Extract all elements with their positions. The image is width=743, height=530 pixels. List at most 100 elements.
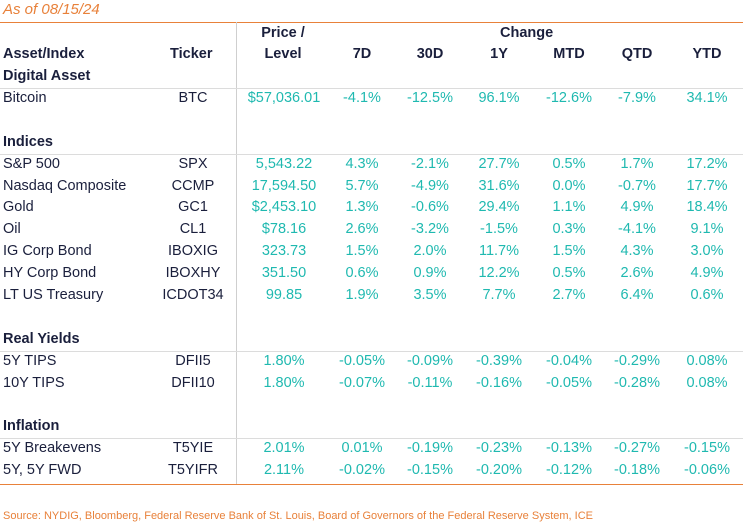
header-price-line1: Price / [261, 25, 305, 41]
row-change-qtd: -0.18% [614, 462, 660, 479]
row-change-qtd: -0.29% [614, 352, 660, 369]
row-change-qtd: 4.9% [620, 199, 654, 216]
row-asset-name: 5Y TIPS [3, 352, 57, 369]
row-change-30d: -0.19% [407, 440, 453, 457]
top-divider [0, 22, 743, 23]
row-change-1y: -0.39% [476, 352, 522, 369]
row-ticker: CCMP [171, 177, 215, 194]
row-change-ytd: 17.7% [686, 177, 728, 194]
row-price: 99.85 [265, 287, 303, 303]
row-change-mtd: 0.3% [552, 221, 586, 238]
row-asset-name: HY Corp Bond [3, 265, 97, 282]
section-divider [0, 438, 743, 440]
row-ticker: SPX [178, 155, 208, 172]
row-change-qtd: -4.1% [618, 221, 656, 238]
row-asset-name: 5Y Breakevens [3, 440, 102, 457]
row-change-mtd: -0.13% [546, 440, 592, 457]
row-change-ytd: 17.2% [686, 155, 728, 172]
row-change-1y: 11.7% [478, 243, 520, 260]
row-asset-name: Nasdaq Composite [3, 177, 127, 194]
row-change-1y: -1.5% [480, 221, 518, 238]
row-change-1y: -0.20% [476, 462, 522, 479]
row-change-qtd: -7.9% [618, 89, 656, 106]
row-asset-name: Gold [3, 199, 34, 216]
row-ticker: CL1 [179, 221, 207, 238]
row-change-7d: 4.3% [345, 155, 379, 172]
row-change-qtd: 1.7% [620, 155, 654, 172]
row-change-30d: 2.0% [413, 243, 447, 260]
row-price: 351.50 [261, 265, 307, 282]
row-ticker: T5YIFR [168, 462, 218, 479]
row-change-30d: -2.1% [411, 155, 449, 172]
row-change-mtd: 0.5% [552, 265, 586, 282]
row-change-mtd: 1.1% [552, 199, 586, 216]
row-change-qtd: -0.7% [618, 177, 656, 194]
row-change-mtd: -0.12% [546, 462, 592, 479]
row-change-7d: -0.02% [339, 462, 385, 479]
row-change-ytd: -0.06% [684, 462, 730, 479]
row-change-ytd: 0.6% [690, 287, 724, 303]
row-price: 2.11% [263, 462, 305, 479]
row-change-ytd: 9.1% [690, 221, 724, 238]
row-price: 1.80% [263, 374, 305, 391]
row-change-mtd: 0.0% [552, 177, 586, 194]
row-change-qtd: 4.3% [620, 243, 654, 260]
header-asset: Asset/Index [3, 46, 85, 62]
row-change-ytd: 34.1% [686, 89, 728, 106]
row-change-mtd: -0.05% [546, 374, 592, 391]
row-ticker: IBOXIG [168, 243, 218, 260]
row-change-1y: -0.23% [476, 440, 522, 457]
row-change-30d: -0.09% [407, 352, 453, 369]
row-change-ytd: 0.08% [686, 352, 728, 369]
source-note: Source: NYDIG, Bloomberg, Federal Reserv… [3, 510, 593, 522]
section-header: Real Yields [3, 330, 80, 347]
header-period-0: 7D [352, 46, 372, 62]
row-price: 5,543.22 [255, 155, 313, 172]
row-change-30d: -3.2% [411, 221, 449, 238]
row-price: 323.73 [261, 243, 307, 260]
row-change-qtd: 2.6% [620, 265, 654, 282]
row-change-7d: -4.1% [343, 89, 381, 106]
row-asset-name: 10Y TIPS [3, 374, 65, 391]
row-price: $57,036.01 [247, 89, 321, 106]
header-period-2: 1Y [490, 46, 508, 62]
row-change-mtd: 0.5% [552, 155, 586, 172]
row-price: 1.80% [263, 352, 305, 369]
row-change-qtd: -0.28% [614, 374, 660, 391]
header-change: Change [500, 25, 554, 41]
row-asset-name: IG Corp Bond [3, 243, 92, 260]
row-change-1y: 12.2% [478, 265, 520, 282]
price-column-divider [236, 22, 237, 484]
row-change-7d: 0.6% [345, 265, 379, 282]
row-change-ytd: 18.4% [686, 199, 728, 216]
header-period-3: MTD [553, 46, 585, 62]
row-change-7d: 2.6% [345, 221, 379, 238]
row-asset-name: LT US Treasury [3, 287, 104, 303]
row-asset-name: S&P 500 [3, 155, 60, 172]
row-price: $78.16 [261, 221, 307, 238]
row-change-1y: 29.4% [478, 199, 520, 216]
row-change-30d: -0.6% [411, 199, 449, 216]
section-divider [0, 153, 743, 155]
row-change-mtd: -0.04% [546, 352, 592, 369]
row-change-30d: 3.5% [413, 287, 447, 303]
row-asset-name: Bitcoin [3, 89, 47, 106]
row-change-7d: -0.07% [339, 374, 385, 391]
row-change-1y: 7.7% [482, 287, 516, 303]
header-period-5: YTD [692, 46, 722, 62]
row-asset-name: 5Y, 5Y FWD [3, 462, 82, 479]
row-change-7d: 5.7% [345, 177, 379, 194]
row-change-1y: 27.7% [478, 155, 520, 172]
row-change-qtd: -0.27% [614, 440, 660, 457]
row-change-ytd: 3.0% [690, 243, 724, 260]
header-period-4: QTD [621, 46, 653, 62]
row-price: 2.01% [263, 440, 305, 457]
row-ticker: IBOXHY [165, 265, 221, 282]
row-change-1y: -0.16% [476, 374, 522, 391]
bottom-divider [0, 484, 743, 485]
header-ticker: Ticker [170, 46, 213, 62]
row-change-qtd: 6.4% [620, 287, 654, 303]
row-ticker: GC1 [178, 199, 208, 216]
row-change-30d: -0.15% [407, 462, 453, 479]
row-change-ytd: 0.08% [686, 374, 728, 391]
